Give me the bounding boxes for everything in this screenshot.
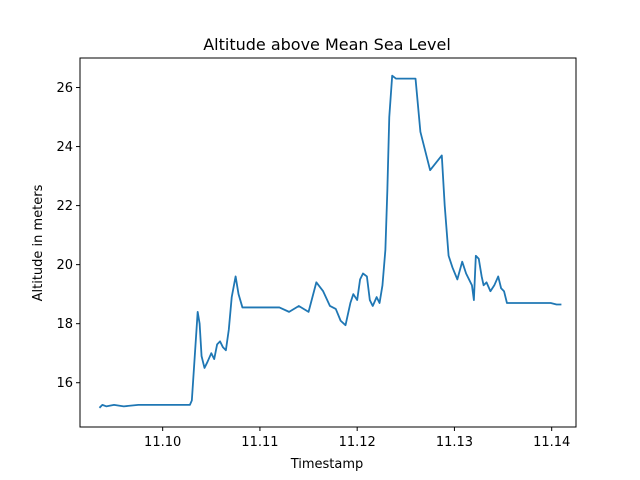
y-tick-label: 26 [56, 81, 73, 96]
y-tick-label: 24 [56, 140, 73, 155]
x-axis-title: Timestamp [290, 457, 364, 472]
y-axis-ticks: 16 18 20 22 24 26 [56, 81, 80, 391]
chart-title: Altitude above Mean Sea Level [203, 35, 451, 54]
altitude-series-line [98, 74, 562, 409]
y-tick-label: 22 [56, 199, 73, 214]
y-tick-label: 16 [56, 376, 73, 391]
y-tick-label: 18 [56, 317, 73, 332]
plot-area-frame [79, 57, 577, 428]
y-axis-title: Altitude in meters [31, 184, 46, 301]
x-tick-label: 11.11 [241, 435, 278, 450]
x-axis-ticks: 11.10 11.11 11.12 11.13 11.14 [144, 427, 570, 450]
x-tick-label: 11.13 [436, 435, 473, 450]
y-tick-label: 20 [56, 258, 73, 273]
x-tick-label: 11.12 [339, 435, 376, 450]
x-tick-label: 11.10 [144, 435, 181, 450]
x-tick-label: 11.14 [533, 435, 570, 450]
